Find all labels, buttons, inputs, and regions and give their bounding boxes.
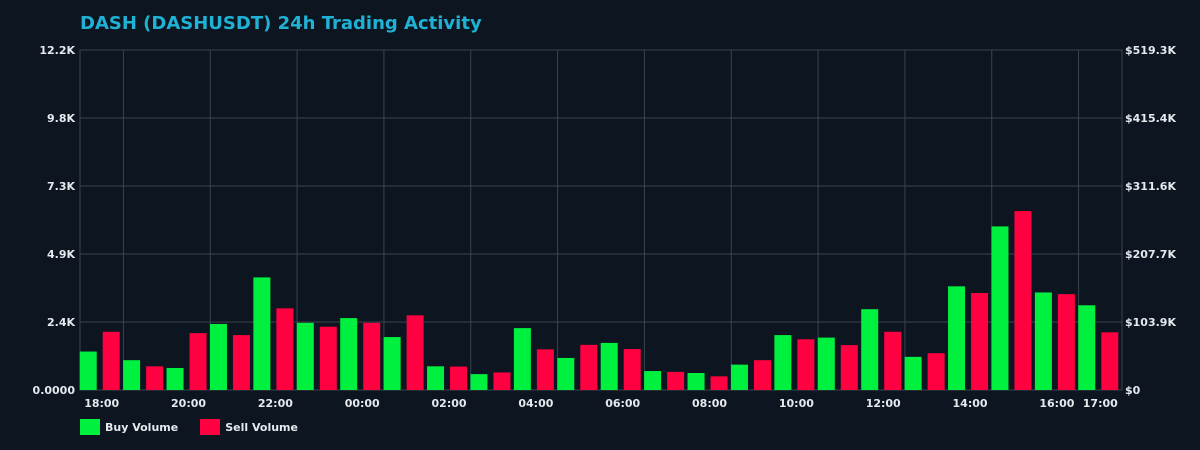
- legend-swatch-buy: [80, 419, 100, 435]
- sell-volume-bar: [1101, 332, 1119, 390]
- sell-volume-bar: [102, 331, 120, 390]
- x-tick-label: 12:00: [866, 397, 901, 410]
- sell-volume-bar: [710, 376, 728, 390]
- y-tick-label-left: 4.9K: [47, 248, 75, 261]
- buy-volume-bar: [1034, 292, 1052, 390]
- y-tick-label-left: 7.3K: [47, 180, 75, 193]
- buy-volume-bar: [79, 351, 97, 390]
- legend-item-buy[interactable]: Buy Volume: [80, 419, 178, 435]
- chart-legend: Buy Volume Sell Volume: [80, 419, 320, 435]
- sell-volume-bar: [450, 366, 468, 390]
- x-tick-label: 17:00: [1083, 397, 1118, 410]
- buy-volume-bar: [383, 337, 401, 390]
- buy-volume-bar: [904, 356, 922, 390]
- y-tick-label-left: 2.4K: [47, 316, 75, 329]
- chart-title: DASH (DASHUSDT) 24h Trading Activity: [80, 13, 482, 34]
- buy-volume-bar: [513, 328, 531, 390]
- sell-volume-bar: [797, 339, 815, 390]
- y-tick-label-left: 12.2K: [39, 44, 75, 57]
- x-tick-label: 02:00: [432, 397, 467, 410]
- chart-grid: [79, 49, 1123, 391]
- y-axis-right: $0 $103.9K $207.7K $311.6K $415.4K $519.3K: [1125, 44, 1176, 397]
- sell-volume-bar: [536, 349, 554, 390]
- x-tick-label: 08:00: [692, 397, 727, 410]
- chart-bars: [79, 211, 1119, 390]
- sell-volume-bar: [319, 326, 337, 390]
- buy-volume-bar: [991, 226, 1009, 390]
- x-tick-label: 06:00: [605, 397, 640, 410]
- sell-volume-bar: [623, 349, 641, 390]
- buy-volume-bar: [123, 360, 141, 390]
- y-tick-label-right: $0: [1125, 384, 1141, 397]
- y-tick-label-left: 0.0000: [33, 384, 76, 397]
- x-tick-label: 16:00: [1039, 397, 1074, 410]
- y-axis-left: 0.0000 2.4K 4.9K 7.3K 9.8K 12.2K: [33, 44, 76, 397]
- x-tick-label: 00:00: [345, 397, 380, 410]
- sell-volume-bar: [971, 293, 989, 390]
- buy-volume-bar: [1078, 305, 1096, 390]
- sell-volume-bar: [840, 345, 858, 390]
- buy-volume-bar: [557, 357, 575, 390]
- x-tick-label: 04:00: [518, 397, 553, 410]
- legend-label-buy: Buy Volume: [105, 420, 179, 434]
- y-tick-label-right: $311.6K: [1125, 180, 1176, 193]
- buy-volume-bar: [600, 342, 618, 390]
- sell-volume-bar: [189, 333, 207, 390]
- legend-label-sell: Sell Volume: [225, 420, 298, 434]
- buy-volume-bar: [253, 277, 271, 390]
- x-tick-label: 22:00: [258, 397, 293, 410]
- sell-volume-bar: [1014, 211, 1032, 390]
- sell-volume-bar: [884, 331, 902, 390]
- buy-volume-bar: [166, 367, 184, 390]
- buy-volume-bar: [817, 337, 835, 390]
- x-tick-label: 20:00: [171, 397, 206, 410]
- sell-volume-bar: [146, 366, 164, 390]
- buy-volume-bar: [861, 309, 879, 390]
- buy-volume-bar: [644, 371, 662, 390]
- buy-volume-bar: [427, 366, 445, 390]
- sell-volume-bar: [580, 344, 598, 390]
- sell-volume-bar: [1057, 294, 1075, 390]
- sell-volume-bar: [753, 360, 771, 390]
- sell-volume-bar: [363, 322, 381, 390]
- buy-volume-bar: [948, 286, 966, 390]
- y-tick-label-right: $519.3K: [1125, 44, 1176, 57]
- sell-volume-bar: [232, 335, 250, 390]
- buy-volume-bar: [687, 373, 705, 390]
- sell-volume-bar: [493, 372, 511, 390]
- buy-volume-bar: [774, 335, 792, 390]
- buy-volume-bar: [470, 374, 488, 390]
- sell-volume-bar: [667, 371, 685, 390]
- y-tick-label-right: $103.9K: [1125, 316, 1176, 329]
- sell-volume-bar: [406, 315, 424, 390]
- buy-volume-bar: [340, 318, 358, 390]
- sell-volume-bar: [927, 353, 945, 390]
- legend-item-sell[interactable]: Sell Volume: [200, 419, 298, 435]
- sell-volume-bar: [276, 308, 294, 390]
- x-tick-label: 14:00: [953, 397, 988, 410]
- y-tick-label-right: $207.7K: [1125, 248, 1176, 261]
- buy-volume-bar: [730, 364, 748, 390]
- y-tick-label-right: $415.4K: [1125, 112, 1176, 125]
- x-tick-label: 10:00: [779, 397, 814, 410]
- x-tick-label: 18:00: [84, 397, 119, 410]
- buy-volume-bar: [209, 323, 227, 390]
- y-tick-label-left: 9.8K: [47, 112, 75, 125]
- legend-swatch-sell: [200, 419, 221, 435]
- x-axis: 18:00 20:00 22:00 00:00 02:00 04:00 06:00 08:00…: [84, 397, 1118, 410]
- buy-volume-bar: [296, 322, 314, 390]
